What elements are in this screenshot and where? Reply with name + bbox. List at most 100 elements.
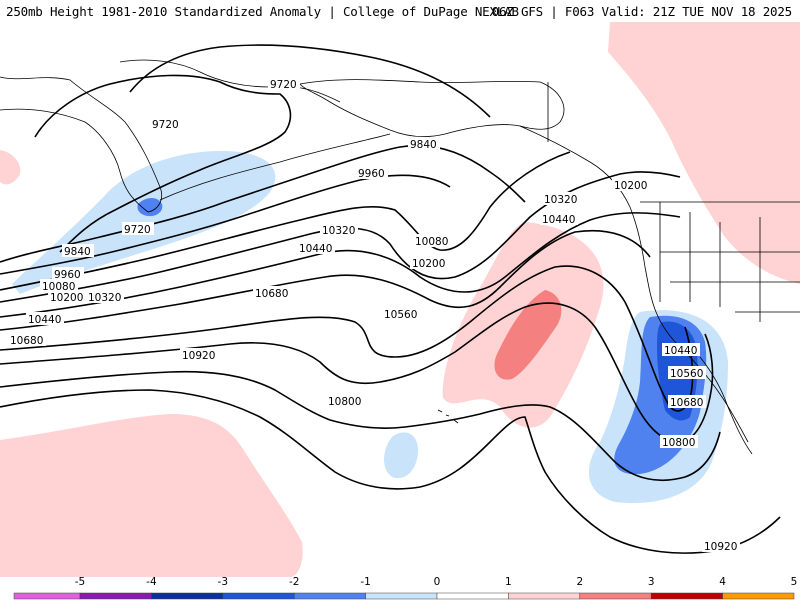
- contour-label-9840: 9840: [408, 137, 440, 151]
- contour-label-9720-c: 9720: [122, 222, 154, 236]
- contour-label: 9840: [410, 139, 437, 151]
- contour-label: 10320: [322, 225, 355, 237]
- contour-label: 9960: [54, 269, 81, 281]
- contour-10680: [0, 302, 714, 443]
- contour-label-9960: 9960: [356, 166, 388, 180]
- island-hawaii: [437, 409, 459, 424]
- contour-label: 10440: [299, 243, 332, 255]
- coastline-bc: [519, 125, 646, 268]
- contour-label: 10560: [670, 368, 703, 380]
- state-borders: [659, 202, 800, 322]
- legend-color-swatch: [579, 592, 652, 600]
- contour-label-10320-c: 10320: [542, 192, 580, 206]
- contour-labels: 9720 9720 9720 9840 9840 9960 9960 10080…: [8, 77, 740, 553]
- contour-10200: [0, 171, 681, 303]
- contour-label-10920-b: 10920: [702, 539, 740, 553]
- contour-label-9960-b: 9960: [52, 267, 84, 281]
- contour-label: 10200: [412, 258, 445, 270]
- legend-color-swatch: [222, 592, 295, 600]
- coastline-siberia: [119, 59, 341, 103]
- legend-tick-label: 1: [505, 576, 512, 588]
- legend-tick-label: -4: [146, 576, 157, 588]
- map-header: 250mb Height 1981-2010 Standardized Anom…: [0, 0, 800, 22]
- contour-label-10200-c: 10200: [612, 178, 650, 192]
- contour-label: 10440: [28, 314, 61, 326]
- contour-label: 10080: [415, 236, 448, 248]
- contour-label: 10560: [384, 309, 417, 321]
- coastlines: [0, 59, 800, 455]
- contour-label: 10800: [328, 396, 361, 408]
- contour-label-10320-b: 10320: [86, 290, 124, 304]
- contour-label: 9720: [152, 119, 179, 131]
- anomaly-color-legend: -5 -4 -3 -2 -1 0 1 2 3 4 5: [13, 576, 798, 600]
- contour-9840: [0, 144, 526, 263]
- hawaiian-islands: [437, 409, 459, 424]
- contour-label: 10320: [88, 292, 121, 304]
- contour-label-9720: 9720: [268, 77, 300, 91]
- contour-label-10560-b: 10560: [668, 366, 706, 380]
- contour-label-10320: 10320: [320, 223, 358, 237]
- contour-label: 9720: [124, 224, 151, 236]
- contour-9720-upper: [129, 44, 491, 118]
- contour-label: 9840: [64, 246, 91, 258]
- contour-label-10680-b: 10680: [8, 333, 46, 347]
- contour-label: 10680: [255, 288, 288, 300]
- legend-tick-label: -2: [289, 576, 299, 588]
- legend-tick-label: 4: [719, 576, 726, 588]
- negative-anomaly-core-pacific: [137, 198, 163, 217]
- contour-label-10920: 10920: [180, 348, 218, 362]
- coastline-aleutians: [159, 133, 391, 201]
- contour-label-10440-c: 10440: [540, 212, 578, 226]
- contour-label: 10320: [544, 194, 577, 206]
- legend-tick-label: -3: [218, 576, 228, 588]
- legend-color-swatch: [151, 592, 224, 600]
- positive-anomaly-northeast: [608, 22, 800, 284]
- legend-tick-label: 2: [576, 576, 583, 588]
- legend-color-swatch: [508, 592, 581, 600]
- map-title: 250mb Height 1981-2010 Standardized Anom…: [6, 4, 519, 19]
- contour-label-10560: 10560: [382, 307, 420, 321]
- legend-tick-label: 0: [434, 576, 441, 588]
- contour-9720: [34, 74, 292, 253]
- contour-label: 10920: [182, 350, 215, 362]
- contour-label-10440-b: 10440: [26, 312, 64, 326]
- contour-label-9720-b: 9720: [150, 117, 182, 131]
- legend-color-swatch: [13, 592, 81, 600]
- contour-label-10200-b: 10200: [48, 290, 86, 304]
- legend-color-swatch: [650, 592, 723, 600]
- contour-10800: [0, 370, 721, 482]
- contour-label-10440: 10440: [297, 241, 335, 255]
- contour-label-10080: 10080: [413, 234, 451, 248]
- legend-tick-label: 5: [791, 576, 798, 588]
- legend-color-swatch: [436, 592, 509, 600]
- model-run-info: 06Z GFS | F063 Valid: 21Z TUE NOV 18 202…: [491, 4, 793, 19]
- contour-label-10200: 10200: [410, 256, 448, 270]
- positive-anomaly-core-central: [494, 290, 562, 380]
- contour-label: 10200: [50, 292, 83, 304]
- legend-color-swatch: [722, 592, 795, 600]
- contour-label: 10920: [704, 541, 737, 553]
- contour-label: 10440: [664, 345, 697, 357]
- coastline-kamchatka: [0, 76, 163, 213]
- contour-10080: [0, 151, 571, 291]
- legend-tick-label: -5: [75, 576, 85, 588]
- contour-label-10680: 10680: [253, 286, 291, 300]
- coastline-baja: [699, 356, 753, 455]
- contour-label-10800-b: 10800: [660, 435, 698, 449]
- coastline-alaska: [299, 79, 565, 137]
- contour-label-10800: 10800: [326, 394, 364, 408]
- legend-color-swatch: [79, 592, 152, 600]
- border-canada-us: [547, 82, 800, 203]
- legend-tick-label: 3: [648, 576, 655, 588]
- contour-label-10680-c: 10680: [668, 395, 706, 409]
- contour-label-9840-b: 9840: [62, 244, 94, 258]
- contour-label: 10680: [670, 397, 703, 409]
- contour-label-10440-d: 10440: [662, 343, 700, 357]
- contour-10320: [0, 212, 681, 318]
- legend-color-swatch: [365, 592, 438, 600]
- contour-label: 10680: [10, 335, 43, 347]
- legend-color-swatch: [293, 592, 366, 600]
- contour-label: 10440: [542, 214, 575, 226]
- contour-label: 10200: [614, 180, 647, 192]
- contour-10920: [0, 389, 781, 554]
